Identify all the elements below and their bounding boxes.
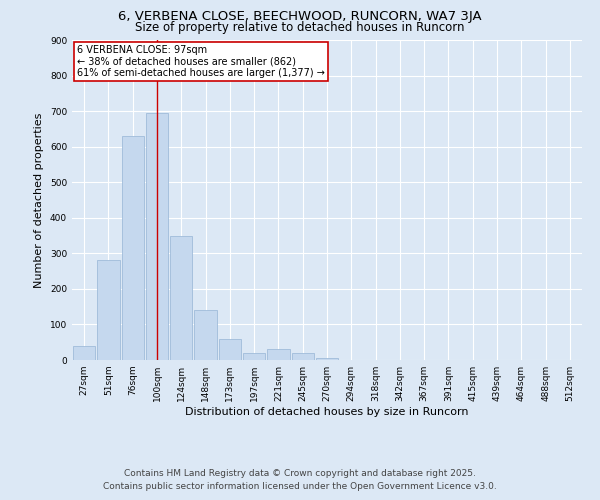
X-axis label: Distribution of detached houses by size in Runcorn: Distribution of detached houses by size … bbox=[185, 407, 469, 417]
Bar bbox=[122, 136, 144, 360]
Bar bbox=[316, 358, 338, 360]
Text: 6 VERBENA CLOSE: 97sqm
← 38% of detached houses are smaller (862)
61% of semi-de: 6 VERBENA CLOSE: 97sqm ← 38% of detached… bbox=[77, 45, 325, 78]
Text: Size of property relative to detached houses in Runcorn: Size of property relative to detached ho… bbox=[135, 21, 465, 34]
Bar bbox=[170, 236, 193, 360]
Bar bbox=[194, 310, 217, 360]
Bar bbox=[292, 353, 314, 360]
Bar bbox=[267, 350, 290, 360]
Bar bbox=[243, 353, 265, 360]
Y-axis label: Number of detached properties: Number of detached properties bbox=[34, 112, 44, 288]
Bar bbox=[218, 338, 241, 360]
Text: 6, VERBENA CLOSE, BEECHWOOD, RUNCORN, WA7 3JA: 6, VERBENA CLOSE, BEECHWOOD, RUNCORN, WA… bbox=[118, 10, 482, 23]
Bar bbox=[97, 260, 119, 360]
Bar bbox=[73, 346, 95, 360]
Bar bbox=[146, 113, 168, 360]
Text: Contains HM Land Registry data © Crown copyright and database right 2025.
Contai: Contains HM Land Registry data © Crown c… bbox=[103, 470, 497, 491]
